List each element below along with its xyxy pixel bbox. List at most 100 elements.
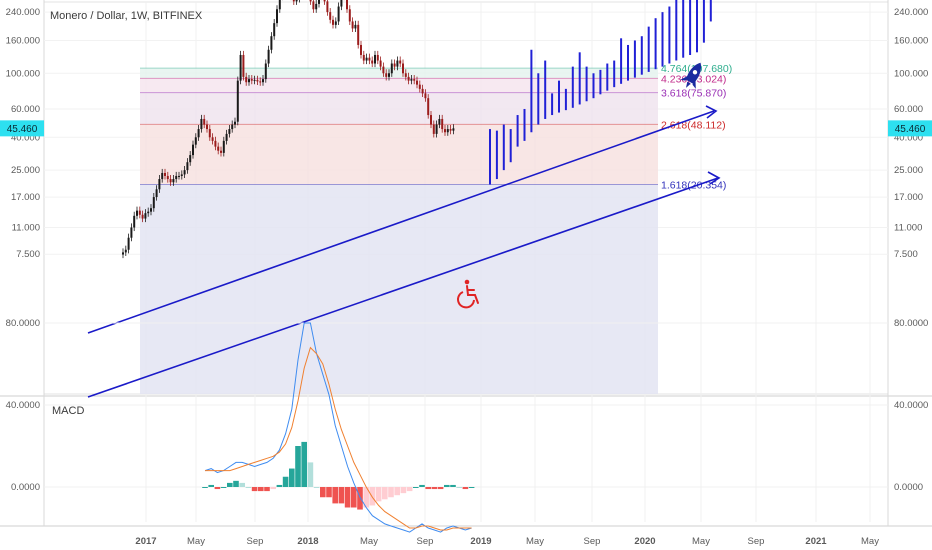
candle-body bbox=[382, 66, 385, 74]
candle-body bbox=[435, 124, 438, 134]
candle-body bbox=[186, 162, 189, 171]
x-tick-label: May bbox=[861, 536, 879, 547]
macd-histogram-bar bbox=[239, 482, 245, 487]
candle-body bbox=[273, 23, 276, 37]
candle-body bbox=[169, 179, 172, 183]
candle-body bbox=[220, 150, 222, 153]
macd-histogram-bar bbox=[344, 487, 351, 508]
candle-body bbox=[124, 249, 127, 253]
channel-lower-line bbox=[87, 177, 719, 398]
candle-body bbox=[396, 60, 399, 67]
x-tick-label: Sep bbox=[584, 536, 601, 547]
macd-histogram-bar bbox=[233, 480, 239, 487]
projection-bars bbox=[489, 0, 712, 185]
candle-body bbox=[228, 129, 231, 134]
candle-body bbox=[239, 54, 242, 81]
macd-histogram-bar bbox=[282, 476, 289, 487]
macd-histogram-bar bbox=[462, 487, 469, 490]
fib-level-label: 1.618(20.354) bbox=[661, 179, 726, 191]
fib-zone bbox=[140, 92, 658, 125]
x-tick-label: 2020 bbox=[634, 536, 655, 547]
candle-body bbox=[259, 81, 262, 83]
macd-histogram-bar bbox=[338, 487, 345, 504]
macd-histogram-bar bbox=[214, 487, 221, 490]
y-tick-label-right: 240.000 bbox=[894, 7, 928, 18]
candle-body bbox=[253, 79, 256, 81]
chart-title: Monero / Dollar, 1W, BITFINEX bbox=[50, 10, 203, 22]
macd-histogram-bar bbox=[388, 487, 394, 498]
x-tick-label: 2017 bbox=[135, 536, 156, 547]
macd-histogram-bar bbox=[363, 487, 369, 508]
candle-body bbox=[200, 118, 203, 130]
candle-body bbox=[413, 79, 416, 81]
candle-body bbox=[130, 227, 133, 238]
candle-body bbox=[147, 211, 150, 214]
y-tick-label-right: 17.000 bbox=[894, 192, 923, 203]
macd-histogram-bar bbox=[326, 487, 332, 498]
candle-body bbox=[256, 79, 259, 82]
candle-body bbox=[449, 129, 452, 131]
y-tick-label-left: 17.000 bbox=[11, 192, 40, 203]
x-tick-label: 2021 bbox=[805, 536, 827, 547]
candle-body bbox=[329, 12, 332, 20]
macd-histogram-bar bbox=[245, 487, 252, 488]
candle-body bbox=[158, 179, 161, 190]
macd-histogram-bar bbox=[202, 487, 208, 488]
candle-body bbox=[418, 84, 421, 89]
x-tick-label: May bbox=[526, 536, 544, 547]
x-tick-label: May bbox=[692, 536, 710, 547]
candle-body bbox=[402, 63, 404, 74]
candle-body bbox=[334, 21, 337, 25]
macd-histogram-bar bbox=[419, 484, 425, 487]
candle-body bbox=[309, 0, 312, 2]
fibonacci-zones: 1.618(20.354)2.618(48.112)3.618(75.870)4… bbox=[140, 63, 732, 394]
candle-body bbox=[194, 137, 197, 145]
macd-histogram-bar bbox=[394, 487, 400, 496]
candle-body bbox=[136, 210, 138, 216]
macd-histogram-bar bbox=[301, 441, 307, 487]
candle-body bbox=[236, 80, 239, 122]
candle-body bbox=[379, 60, 382, 67]
macd-histogram-bar bbox=[444, 484, 450, 487]
channel-upper-line bbox=[87, 110, 715, 334]
candle-body bbox=[312, 1, 315, 10]
candle-body bbox=[178, 175, 180, 177]
rocket-icon bbox=[680, 62, 702, 89]
candle-body bbox=[192, 144, 194, 156]
macd-histogram-bar bbox=[313, 487, 320, 488]
y-tick-label-left: 240.000 bbox=[6, 7, 40, 18]
macd-histogram-bar bbox=[295, 446, 301, 487]
candle-body bbox=[385, 73, 388, 77]
y-tick-label-left: 25.000 bbox=[11, 165, 40, 176]
y-tick-label-right: 7.500 bbox=[894, 249, 918, 260]
fib-zone bbox=[140, 124, 658, 185]
candle-body bbox=[267, 49, 270, 64]
candle-body bbox=[404, 73, 407, 77]
candle-body bbox=[245, 76, 248, 83]
macd-histogram-bar bbox=[369, 487, 376, 506]
y-tick-label-left: 11.000 bbox=[12, 222, 40, 233]
candle-body bbox=[430, 115, 432, 125]
candle-body bbox=[217, 146, 220, 151]
candle-body bbox=[248, 79, 250, 83]
macd-histogram-bar bbox=[289, 468, 295, 487]
macd-y-tick-left: 40.0000 bbox=[6, 400, 40, 411]
macd-histogram-bar bbox=[382, 487, 388, 500]
macd-histogram-bar bbox=[264, 487, 270, 492]
candle-body bbox=[318, 0, 320, 4]
candle-body bbox=[410, 79, 413, 81]
candle-body bbox=[444, 129, 446, 133]
y-tick-label-right: 40.000 bbox=[894, 132, 923, 143]
y-tick-label-left: 7.500 bbox=[16, 249, 40, 260]
candle-body bbox=[323, 0, 326, 2]
macd-histogram-bar bbox=[375, 487, 382, 502]
macd-histogram-bar bbox=[258, 487, 264, 492]
macd-histogram-bar bbox=[406, 487, 413, 492]
candle-body bbox=[155, 189, 158, 198]
candle-body bbox=[197, 129, 200, 138]
macd-histogram-bar bbox=[320, 487, 326, 498]
candle-body bbox=[175, 175, 178, 180]
candle-body bbox=[180, 174, 183, 176]
candle-body bbox=[438, 118, 441, 125]
y-tick-label-right: 100.000 bbox=[894, 68, 928, 79]
